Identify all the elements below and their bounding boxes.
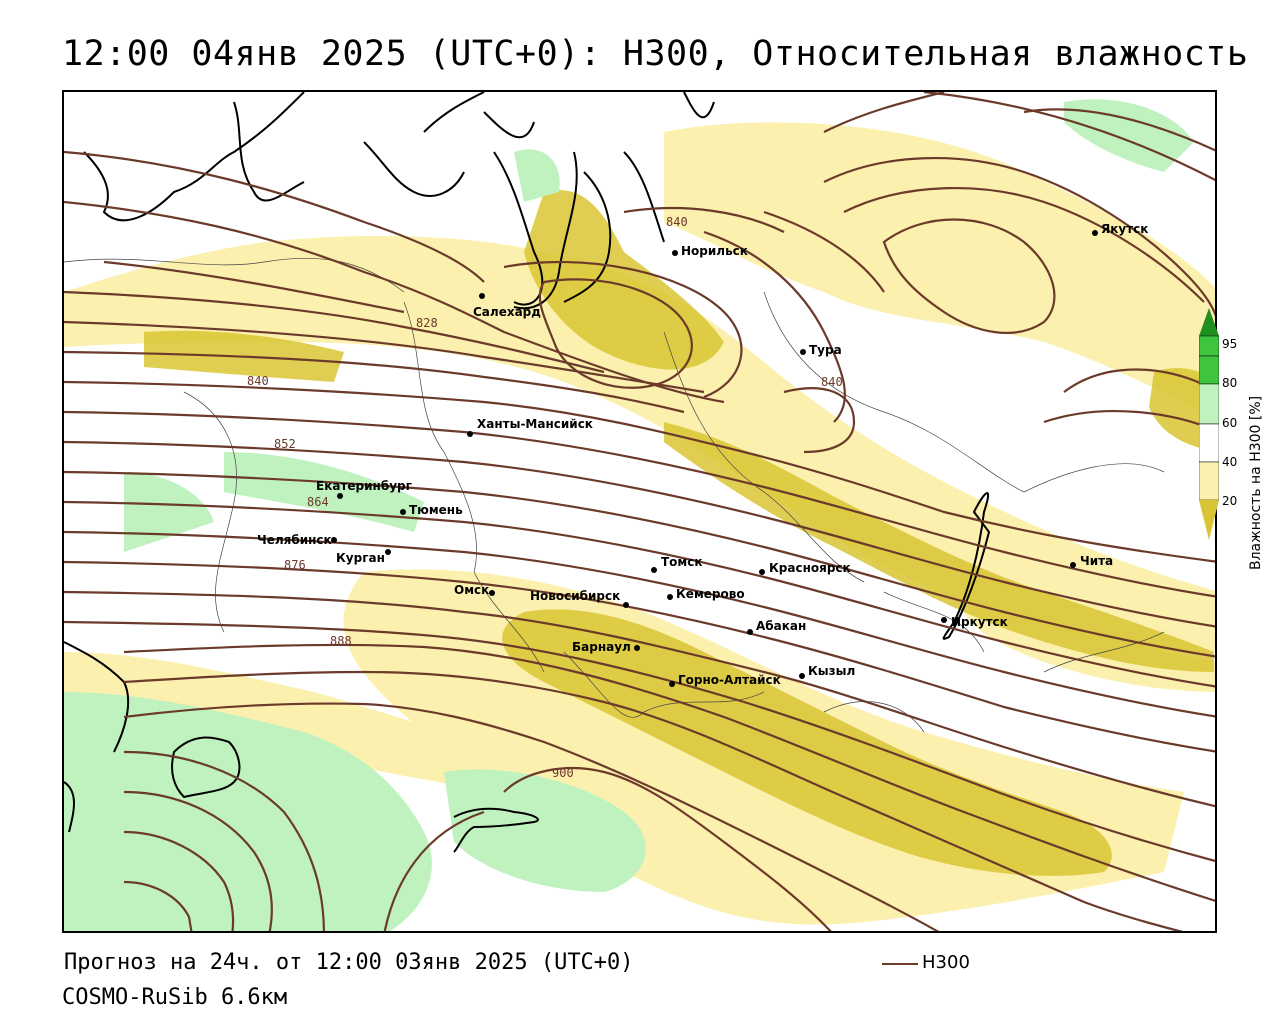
contour-label: 828	[416, 316, 438, 330]
colorbar-seg-80-95	[1199, 335, 1219, 357]
contour-label: 876	[284, 558, 306, 572]
colorbar-seg-20-40	[1199, 461, 1219, 501]
city-label: Тюмень	[409, 503, 463, 517]
city-dot	[799, 673, 805, 679]
forecast-info: Прогноз на 24ч. от 12:00 03янв 2025 (UTC…	[64, 950, 634, 975]
city-dot	[634, 645, 640, 651]
city-dot	[385, 549, 391, 555]
city-dot	[747, 629, 753, 635]
city-dot	[651, 567, 657, 573]
colorbar-tick: 95	[1222, 337, 1238, 351]
contour-label: 840	[666, 215, 688, 229]
city-label: Кемерово	[676, 587, 745, 601]
city-label: Якутск	[1101, 222, 1148, 236]
city-label: Омск	[454, 583, 489, 597]
city-dot	[1092, 230, 1098, 236]
colorbar-tick: 40	[1222, 455, 1238, 469]
colorbar-title: Влажность на H300 [%]	[1248, 395, 1264, 570]
colorbar-tick: 60	[1222, 416, 1238, 430]
humidity-colorbar	[1199, 308, 1219, 540]
city-label: Барнаул	[572, 640, 631, 654]
city-label: Кызыл	[808, 664, 855, 678]
contour-label: 888	[330, 634, 352, 648]
city-label: Иркутск	[951, 615, 1008, 629]
h300-legend-line	[882, 963, 918, 965]
city-dot	[331, 537, 337, 543]
city-dot	[672, 250, 678, 256]
city-dot	[1070, 562, 1076, 568]
contour-label: 840	[821, 375, 843, 389]
contour-label: 864	[307, 495, 329, 509]
city-dot	[759, 569, 765, 575]
city-label: Новосибирск	[530, 589, 620, 603]
city-dot	[467, 431, 473, 437]
city-dot	[800, 349, 806, 355]
colorbar-seg-60-80-dark	[1199, 355, 1219, 385]
colorbar-tick: 20	[1222, 494, 1238, 508]
city-dot	[941, 617, 947, 623]
city-label: Курган	[336, 551, 385, 565]
city-label: Чита	[1080, 554, 1113, 568]
city-label: Красноярск	[769, 561, 851, 575]
colorbar-arrow-bottom	[1199, 500, 1219, 540]
city-dot	[400, 509, 406, 515]
city-label: Тура	[809, 343, 842, 357]
map-canvas: 840 828 840 840 852 864 876 888 900 Якут…	[64, 92, 1215, 931]
city-dot	[667, 594, 673, 600]
city-dot	[623, 602, 629, 608]
city-label: Горно-Алтайск	[678, 673, 781, 687]
h300-legend-label: H300	[922, 952, 970, 973]
map-panel: 840 828 840 840 852 864 876 888 900 Якут…	[62, 90, 1217, 933]
contour-label: 900	[552, 766, 574, 780]
city-dot	[337, 493, 343, 499]
colorbar-arrow-top	[1199, 308, 1219, 336]
city-label: Ханты-Мансийск	[477, 417, 593, 431]
city-label: Челябинск	[257, 533, 332, 547]
colorbar-seg-40-60	[1199, 423, 1219, 463]
contour-labels: 840 828 840 840 852 864 876 888 900	[247, 215, 843, 780]
city-dot	[489, 590, 495, 596]
model-name: COSMO-RuSib 6.6км	[62, 985, 288, 1010]
map-title: 12:00 04янв 2025 (UTC+0): H300, Относите…	[62, 34, 1249, 74]
city-label: Томск	[661, 555, 703, 569]
city-dot	[669, 681, 675, 687]
city-markers: Якутск Норильск Салехард Тура Ханты-Манс…	[257, 222, 1148, 687]
city-label: Норильск	[681, 244, 748, 258]
h300-contours	[64, 92, 1215, 931]
city-label: Екатеринбург	[316, 479, 412, 493]
colorbar-tick: 80	[1222, 376, 1238, 390]
city-label: Салехард	[473, 305, 541, 319]
city-dot	[479, 293, 485, 299]
contour-label: 840	[247, 374, 269, 388]
city-label: Абакан	[756, 619, 806, 633]
coastlines	[64, 92, 991, 853]
colorbar-seg-60	[1199, 383, 1219, 425]
contour-label: 852	[274, 437, 296, 451]
